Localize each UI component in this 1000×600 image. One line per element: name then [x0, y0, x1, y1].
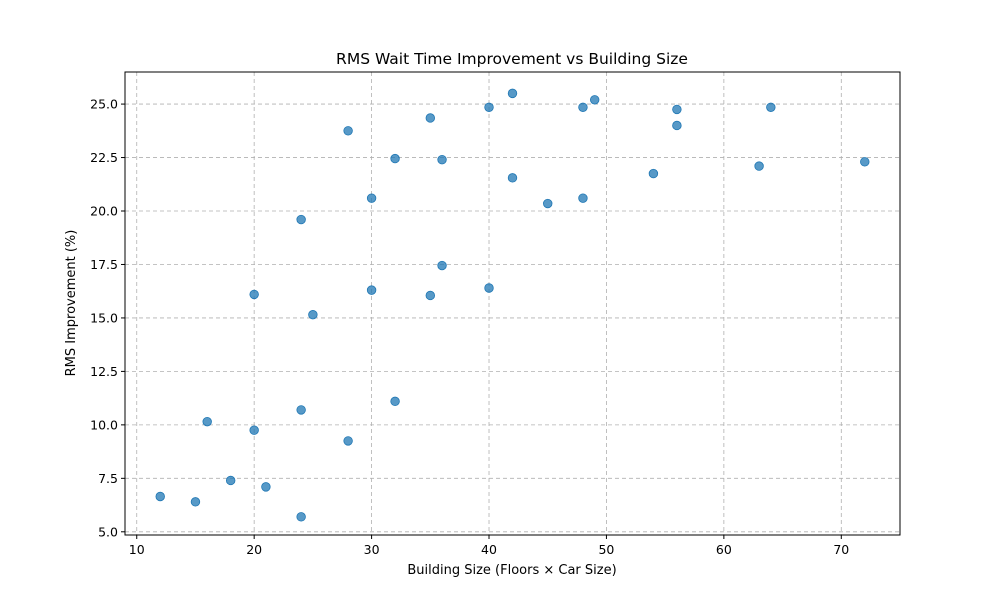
- x-tick-label: 40: [481, 542, 497, 557]
- data-point: [578, 193, 588, 203]
- data-point: [507, 88, 518, 99]
- y-tick-label: 5.0: [98, 524, 118, 539]
- data-point: [390, 396, 400, 407]
- y-tick-label: 15.0: [90, 310, 118, 325]
- data-point: [860, 157, 870, 167]
- data-point: [507, 173, 518, 183]
- data-point: [672, 104, 682, 115]
- data-point: [308, 310, 318, 320]
- x-axis-ticks: 10 20 30 40 50 60 70: [129, 535, 849, 557]
- data-point: [249, 289, 259, 300]
- y-tick-label: 10.0: [90, 417, 118, 432]
- data-point: [425, 113, 436, 123]
- y-tick-label: 7.5: [98, 471, 118, 486]
- data-point: [296, 214, 306, 225]
- y-axis-ticks: 5.0 7.5 10.0 12.5 15.0 17.5 20.0 22.5 25.0: [90, 97, 125, 539]
- data-point: [296, 405, 306, 415]
- data-point: [155, 491, 165, 502]
- x-tick-label: 20: [246, 542, 262, 557]
- data-point: [672, 120, 682, 131]
- grid-lines: [125, 72, 900, 535]
- y-axis-label: RMS Improvement (%): [64, 230, 79, 377]
- data-point: [366, 193, 377, 203]
- data-point: [296, 512, 306, 522]
- x-tick-label: 50: [598, 542, 614, 557]
- y-tick-label: 12.5: [90, 364, 118, 379]
- data-point: [190, 497, 201, 507]
- data-point: [261, 482, 271, 492]
- data-point: [390, 153, 400, 164]
- data-point: [202, 416, 212, 427]
- data-point: [589, 95, 600, 105]
- x-tick-label: 30: [364, 542, 380, 557]
- x-tick-label: 60: [716, 542, 732, 557]
- data-point: [484, 102, 494, 112]
- data-point: [648, 168, 659, 179]
- data-point: [437, 154, 447, 165]
- data-point: [437, 260, 447, 271]
- y-tick-label: 25.0: [90, 97, 118, 112]
- y-tick-label: 22.5: [90, 150, 118, 165]
- data-point: [484, 283, 494, 293]
- data-point: [343, 126, 353, 136]
- data-points: [155, 88, 870, 522]
- data-point: [249, 425, 259, 435]
- plot-frame: [124, 71, 901, 536]
- x-axis-label: Building Size (Floors × Car Size): [407, 563, 616, 578]
- y-tick-label: 17.5: [90, 257, 118, 272]
- data-point: [225, 475, 236, 486]
- data-point: [754, 161, 764, 171]
- data-point: [343, 436, 353, 446]
- data-point: [543, 198, 553, 209]
- data-point: [425, 290, 436, 301]
- data-point: [766, 102, 776, 112]
- data-point: [366, 285, 377, 295]
- chart-title: RMS Wait Time Improvement vs Building Si…: [336, 50, 688, 68]
- x-tick-label: 10: [129, 542, 145, 557]
- x-tick-label: 70: [833, 542, 849, 557]
- y-tick-label: 20.0: [90, 204, 118, 219]
- data-point: [578, 102, 588, 112]
